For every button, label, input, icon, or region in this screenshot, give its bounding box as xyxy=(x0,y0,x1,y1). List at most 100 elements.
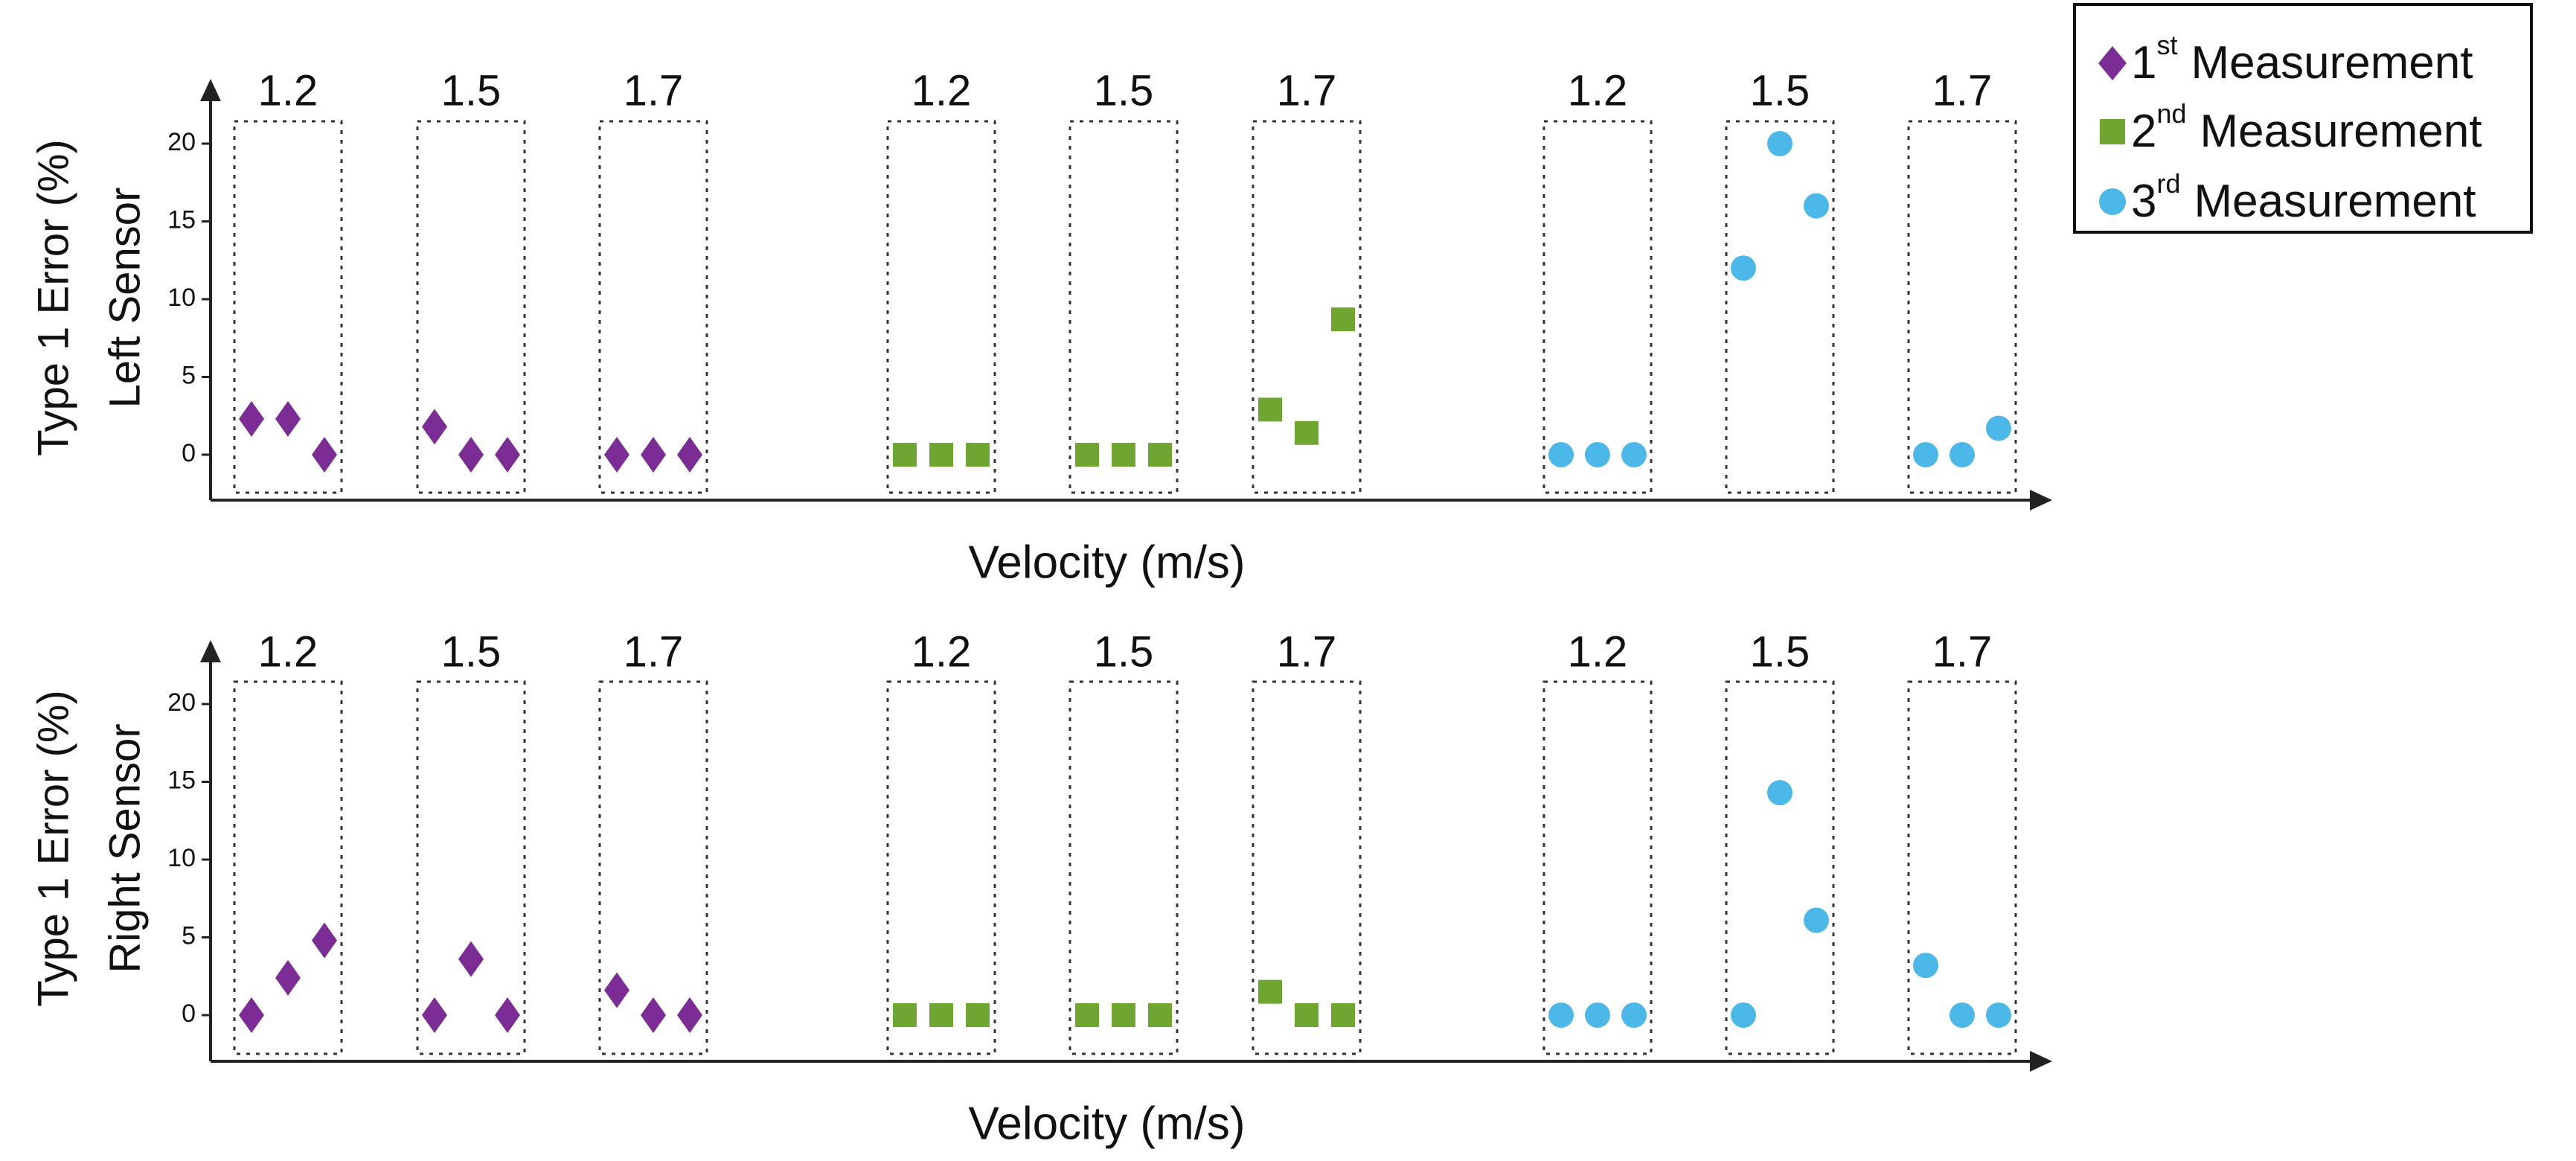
y-axis-arrow xyxy=(200,640,221,662)
data-point-third xyxy=(1585,1002,1610,1028)
legend: 1st Measurement 2nd Measurement 3rd Measure… xyxy=(2073,3,2533,234)
data-point-third xyxy=(1949,442,1975,467)
x-axis-arrow xyxy=(2030,490,2052,511)
legend-item-second: 2nd Measurement xyxy=(2076,97,2530,164)
group-box xyxy=(886,120,996,494)
data-point-second xyxy=(966,443,990,467)
group-box xyxy=(1542,680,1653,1055)
velocity-label: 1.2 xyxy=(911,66,972,115)
data-point-second xyxy=(1295,1003,1319,1027)
velocity-label: 1.5 xyxy=(1094,627,1154,676)
data-point-third xyxy=(1731,255,1756,281)
legend-label-second: 2nd Measurement xyxy=(2131,98,2482,157)
data-point-second xyxy=(1148,443,1172,467)
data-point-second xyxy=(1331,1003,1355,1027)
data-point-second xyxy=(1258,979,1282,1004)
y-tick-label: 20 xyxy=(167,688,196,717)
velocity-label: 1.5 xyxy=(1094,66,1154,115)
velocity-label: 1.2 xyxy=(911,627,972,676)
y-tick-label: 5 xyxy=(182,361,196,389)
group-box xyxy=(233,680,343,1055)
group-box xyxy=(416,120,526,494)
group-box xyxy=(1907,680,2017,1055)
data-point-first xyxy=(312,922,337,959)
data-point-third xyxy=(1621,442,1647,467)
data-point-first xyxy=(495,437,520,473)
data-point-third xyxy=(1767,780,1792,806)
data-point-first xyxy=(239,400,264,437)
y-tick-label: 20 xyxy=(167,128,196,156)
velocity-label: 1.5 xyxy=(1750,66,1810,115)
data-point-second xyxy=(1258,397,1282,422)
data-point-first xyxy=(422,997,447,1033)
data-point-second xyxy=(966,1003,990,1027)
group-box xyxy=(1725,680,1835,1055)
data-point-first xyxy=(458,941,484,977)
data-point-second xyxy=(929,1003,953,1027)
y-axis-label: Type 1 Error (%) xyxy=(29,139,77,455)
data-point-second xyxy=(893,443,917,467)
square-icon xyxy=(2100,119,2125,144)
y-axis-label-sensor: Left Sensor xyxy=(100,188,149,409)
group-box xyxy=(1907,120,2017,494)
group-box xyxy=(416,680,526,1055)
data-point-third xyxy=(1621,1002,1647,1028)
group-box xyxy=(1542,120,1653,494)
data-point-third xyxy=(1949,1002,1975,1028)
data-point-first xyxy=(604,972,629,1008)
group-box xyxy=(1068,120,1179,494)
data-point-first xyxy=(312,437,337,473)
data-point-second xyxy=(929,443,953,467)
data-point-third xyxy=(1548,442,1574,467)
data-point-first xyxy=(604,437,629,473)
data-point-first xyxy=(422,409,447,445)
velocity-label: 1.2 xyxy=(1568,627,1628,676)
velocity-label: 1.2 xyxy=(258,66,318,115)
group-box xyxy=(1068,680,1179,1055)
velocity-label: 1.5 xyxy=(1750,627,1810,676)
data-point-second xyxy=(1331,307,1355,332)
y-axis-label-sensor: Right Sensor xyxy=(100,723,149,973)
velocity-label: 1.5 xyxy=(441,627,502,676)
data-point-first xyxy=(677,437,702,473)
data-point-second xyxy=(1112,443,1135,467)
velocity-label: 1.7 xyxy=(1277,66,1337,115)
data-point-second xyxy=(1075,443,1099,467)
data-point-second xyxy=(1295,420,1319,445)
data-point-third xyxy=(1986,415,2011,441)
data-point-third xyxy=(1548,1002,1574,1028)
x-axis-arrow xyxy=(2030,1051,2052,1072)
group-box xyxy=(1252,680,1362,1055)
data-point-third xyxy=(1767,131,1792,156)
legend-item-third: 3rd Measurement xyxy=(2076,167,2530,234)
data-point-first xyxy=(239,997,264,1033)
velocity-label: 1.2 xyxy=(258,627,318,676)
data-point-first xyxy=(677,997,702,1033)
y-tick-label: 15 xyxy=(167,766,196,794)
velocity-label: 1.7 xyxy=(1932,627,1993,676)
data-point-first xyxy=(641,437,666,473)
circle-icon xyxy=(2099,188,2126,215)
velocity-label: 1.2 xyxy=(1568,66,1628,115)
y-axis-label: Type 1 Error (%) xyxy=(29,690,77,1006)
data-point-second xyxy=(1112,1003,1135,1027)
x-axis-label: Velocity (m/s) xyxy=(968,1098,1245,1149)
group-box xyxy=(1252,120,1362,494)
diamond-icon xyxy=(2098,46,2127,80)
data-point-second xyxy=(893,1003,917,1027)
data-point-third xyxy=(1804,193,1829,219)
group-box xyxy=(233,120,343,494)
data-point-first xyxy=(458,437,484,473)
data-point-third xyxy=(1913,442,1938,467)
data-point-third xyxy=(1731,1002,1756,1028)
group-box xyxy=(886,680,996,1055)
data-point-third xyxy=(1913,953,1938,979)
data-point-first xyxy=(495,997,520,1033)
data-point-third xyxy=(1986,1002,2011,1028)
y-tick-label: 10 xyxy=(167,284,196,312)
data-point-first xyxy=(641,997,666,1033)
group-box xyxy=(598,120,708,494)
data-point-first xyxy=(275,400,301,437)
x-axis-label: Velocity (m/s) xyxy=(968,537,1245,588)
